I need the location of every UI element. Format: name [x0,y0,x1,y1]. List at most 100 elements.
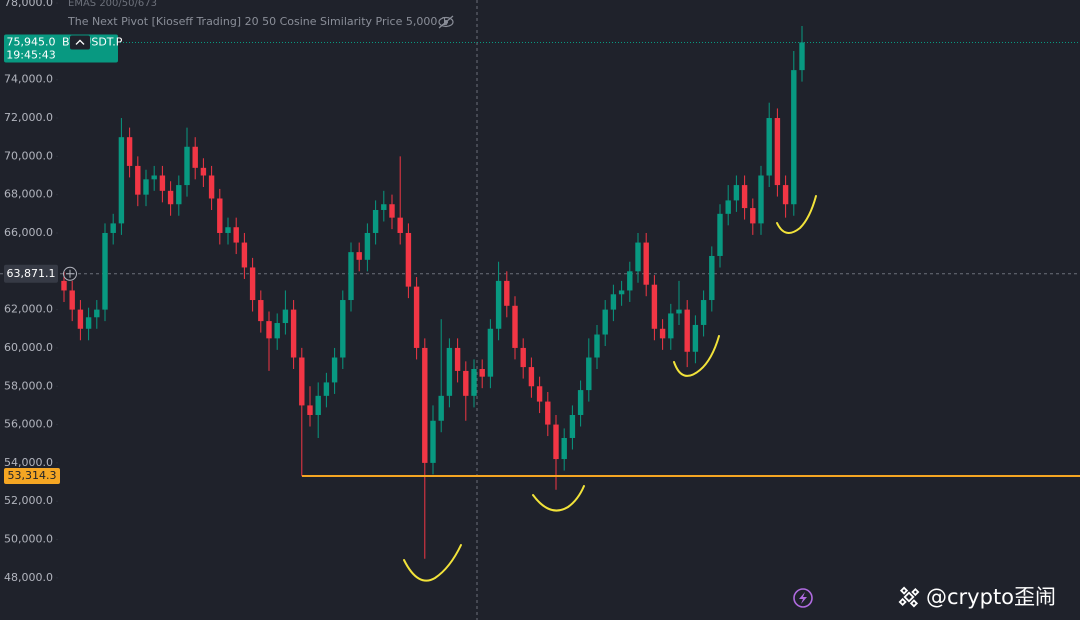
collapse-button[interactable] [70,35,90,50]
annotation-curve [673,335,720,377]
candle-body [446,347,453,396]
candle-body [397,217,403,233]
watermark-text: @crypto歪闹 [926,585,1056,609]
candle-body [643,242,649,285]
y-tick-label: 54,000.0 [4,456,53,469]
candle-body [258,300,264,322]
y-tick-label: 66,000.0 [4,226,53,239]
candle-body [479,369,485,377]
candle-body [184,146,190,186]
collapse-arrow [75,39,85,45]
eye-slash [438,15,454,29]
candle-body [487,328,494,377]
candle-body [208,175,215,199]
y-tick-label: 52,000.0 [4,494,53,507]
watermark: @crypto歪闹 [898,585,1056,609]
candle-body [348,252,354,301]
candle-body [569,414,576,438]
y-tick-label: 70,000.0 [4,149,53,162]
candle-body [586,357,592,391]
y-tick-label: 78,000.0 [4,0,53,9]
replay-bolt [799,592,807,604]
annotation-curve [776,195,817,234]
candle-body [561,437,567,460]
support-label-box [4,468,60,485]
eye-icon[interactable] [438,15,454,29]
countdown-label: 19:45:43 [6,48,55,61]
candle-body [545,401,551,425]
y-tick-label: 60,000.0 [4,341,53,354]
candle-body [782,185,789,205]
candle-body [651,284,658,329]
crosshair-add-plus [66,269,74,278]
candle-body [602,309,608,335]
candle-body [307,405,313,415]
candle-body [741,185,748,209]
candle-body [774,118,781,186]
crosshair-label: 63,871.1 [7,267,56,280]
candle-body [118,137,125,224]
candle-body [668,313,674,339]
last-price-label: 75,945.0 [7,35,56,48]
candle-body [725,200,731,214]
hand-annotations [403,195,817,582]
candle-body [110,223,116,233]
watermark-logo [898,586,920,608]
annotation-curve [532,485,585,512]
candle-body [217,198,223,233]
candle-body [766,118,772,176]
candle-body [61,280,67,291]
candle-body [750,208,756,224]
crosshair-add-button[interactable] [63,266,77,281]
candle-body [364,232,371,260]
candle-body [323,382,330,396]
candle-body [659,328,666,339]
candle-body [266,321,272,339]
candle-body [85,317,92,329]
candle-body [299,357,305,406]
candle-body [413,286,420,348]
crosshair-label-box [4,264,58,283]
candle-body [340,300,346,358]
candle-body [381,204,387,210]
candle-body [791,70,797,205]
candle-body [635,242,641,272]
candle-body [454,347,461,371]
candle-body [553,424,559,460]
candle-body [504,280,510,306]
y-tick-label: 58,000.0 [4,379,53,392]
candle-body [430,420,436,463]
plot [0,2,1080,579]
replay-icon[interactable] [793,588,813,608]
candle-body [241,242,248,268]
candle-body [594,334,600,358]
candle-body [758,175,764,224]
candle-body [463,370,469,396]
candle-body [405,232,412,287]
candle-body [102,232,108,310]
candle-body [676,309,682,314]
candle-body [799,42,805,71]
candle-body [282,309,289,324]
support-label: 53,314.3 [8,469,57,482]
candle-body [422,347,428,463]
candle-body [684,309,690,352]
y-tick-label: 68,000.0 [4,188,53,201]
candle-body [135,165,141,195]
candle-body [627,271,633,291]
candle-body [618,290,625,295]
candle-body [471,369,477,396]
candle-body [290,309,297,358]
candle-body [77,309,84,329]
candle-body [717,213,723,256]
candle-body [733,185,740,201]
replay-ring [793,588,813,608]
y-tick-label: 74,000.0 [4,73,53,86]
eye-outline [438,16,454,28]
candle-body [159,175,166,191]
candle-body [315,395,321,415]
candle-body [69,290,75,310]
candle-body [520,347,526,368]
